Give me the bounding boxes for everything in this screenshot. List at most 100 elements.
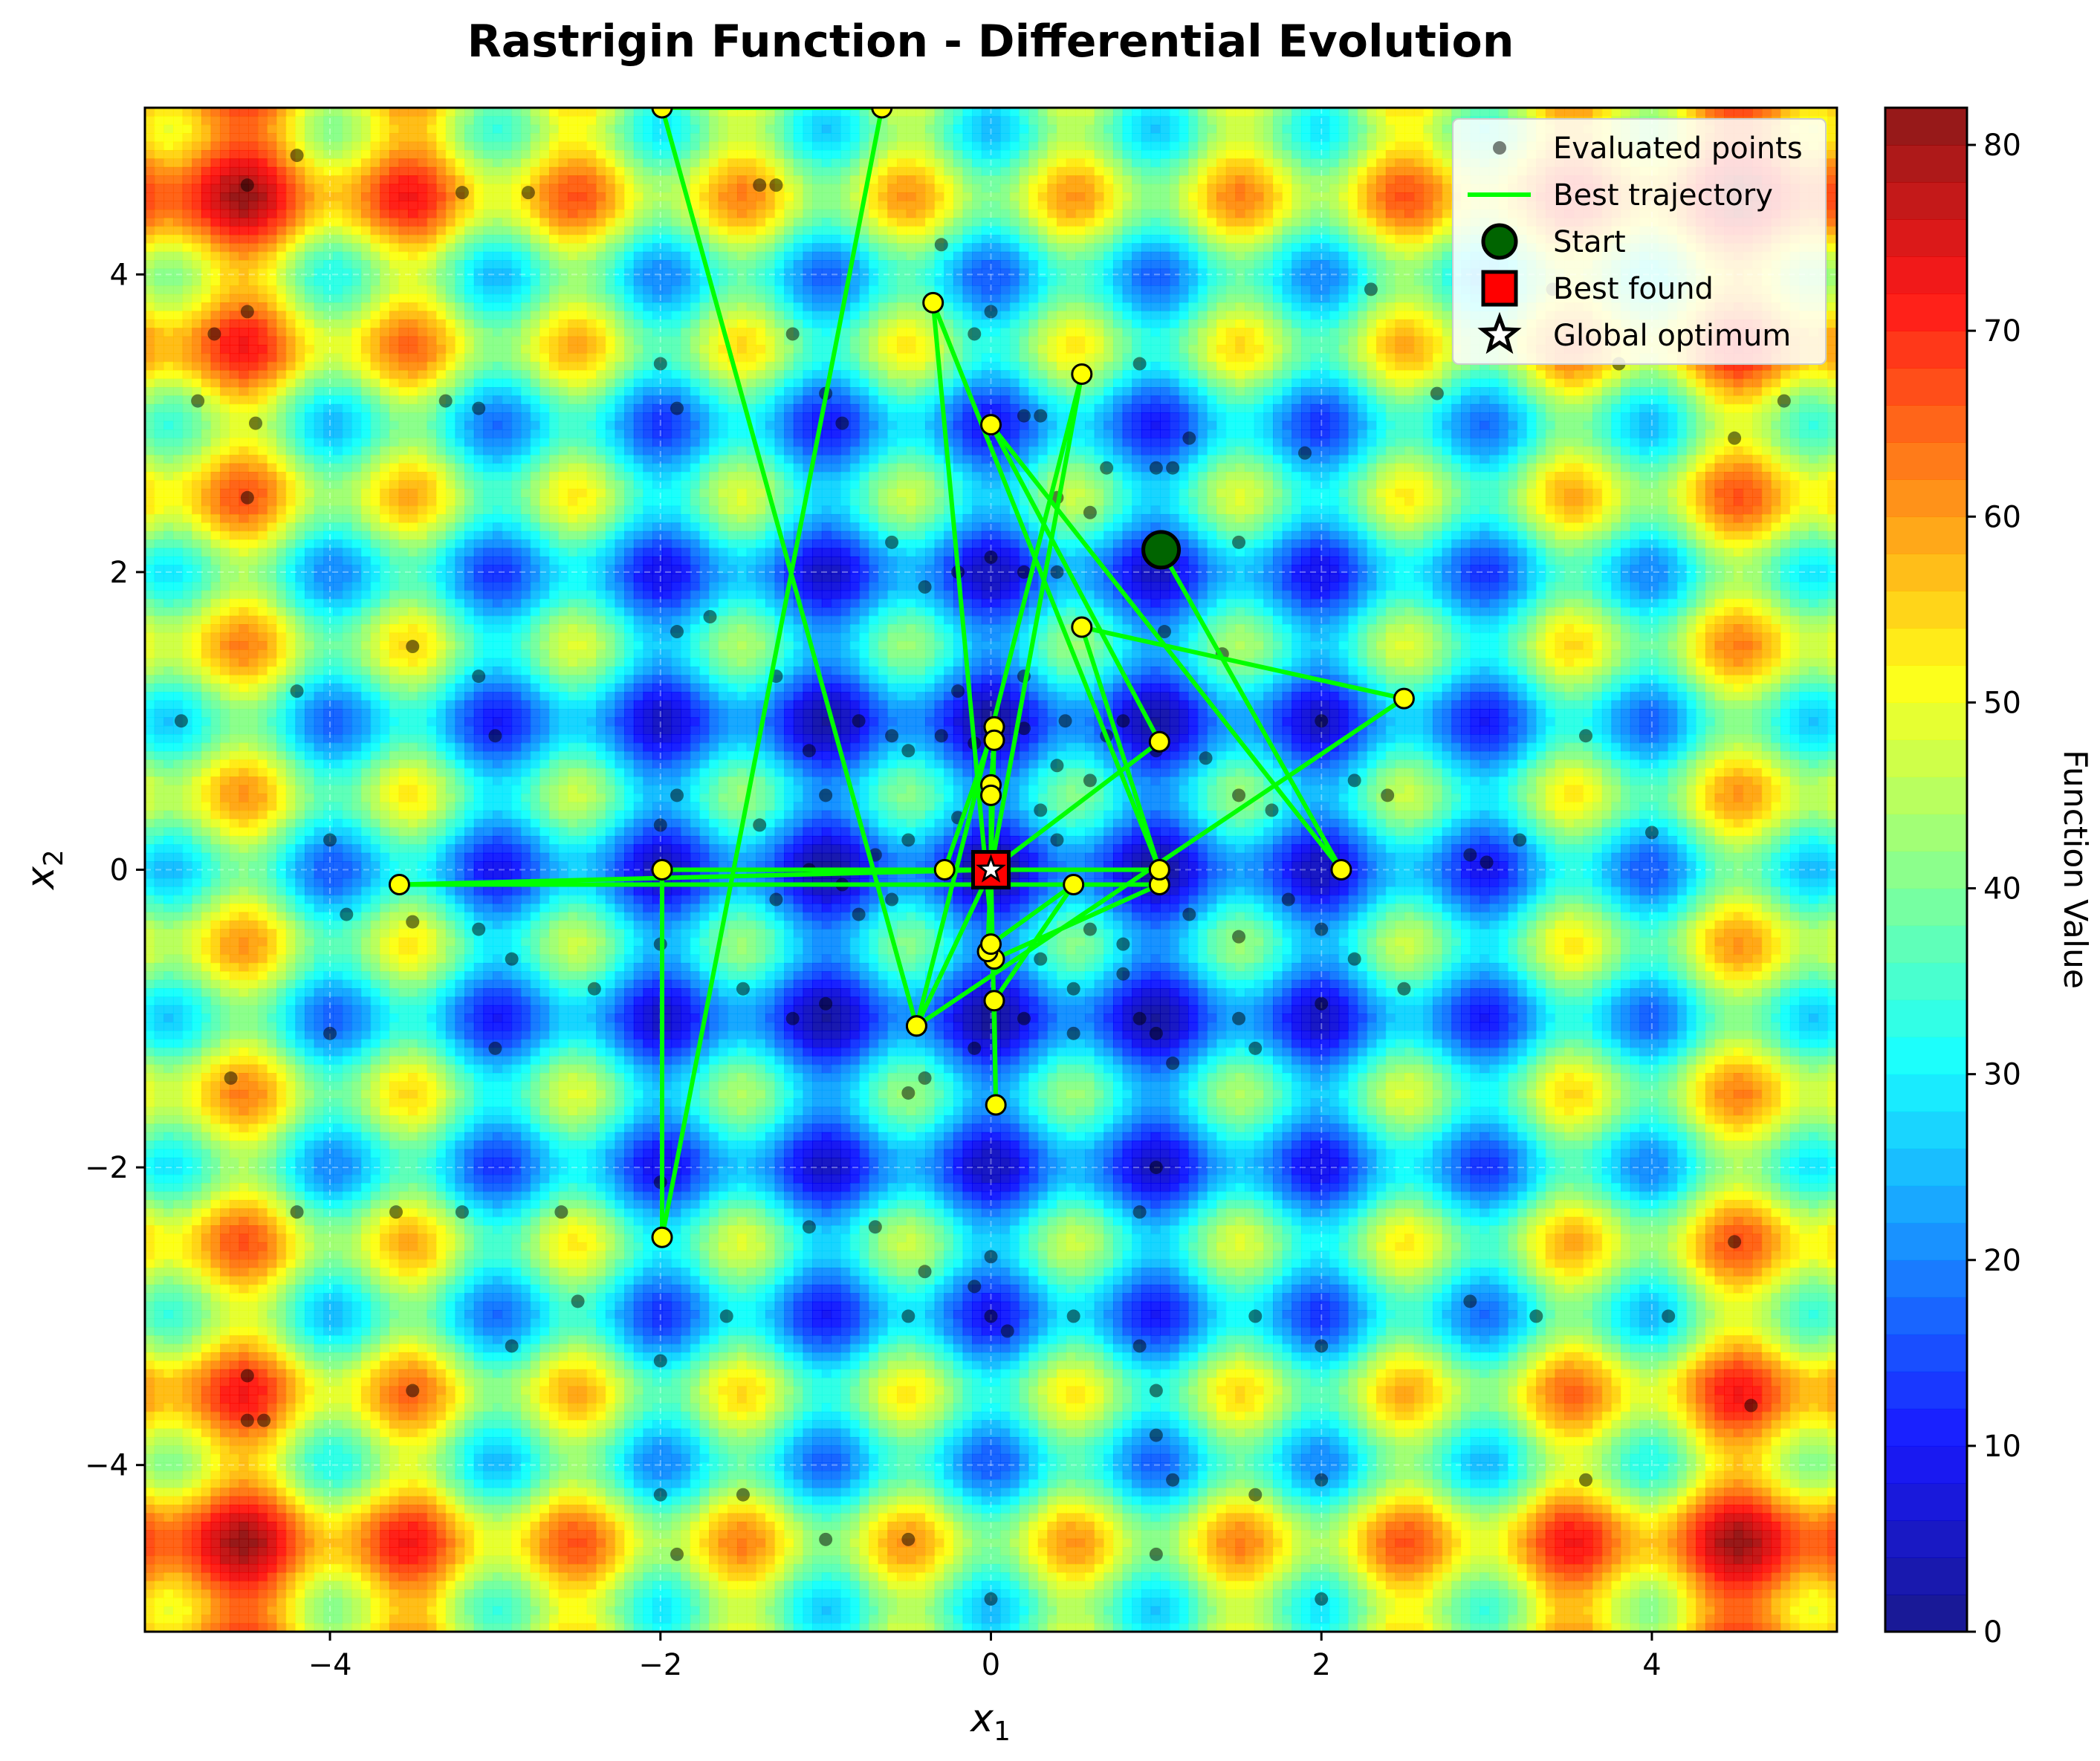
heatmap-cell [380,937,390,947]
heatmap-cell [182,251,193,261]
heatmap-cell [163,1453,174,1463]
heatmap-cell [248,1470,259,1480]
heatmap-cell [342,802,353,811]
heatmap-cell [295,1572,305,1582]
heatmap-cell [314,1555,325,1565]
heatmap-cell [305,531,315,540]
heatmap-cell [323,539,334,549]
heatmap-cell [333,243,343,253]
heatmap-cell [380,1420,390,1430]
heatmap-cell [389,1572,400,1582]
heatmap-cell [342,979,353,989]
heatmap-cell [182,108,193,117]
heatmap-cell [257,1615,268,1624]
heatmap-cell [333,1369,343,1378]
heatmap-cell [351,1462,362,1472]
heatmap-cell [398,133,409,143]
heatmap-cell [295,133,305,143]
heatmap-cell [220,1005,230,1014]
heatmap-cell [323,243,334,253]
heatmap-cell [285,759,296,769]
heatmap-cell [182,979,193,989]
heatmap-cell [257,1106,268,1116]
heatmap-cell [398,243,409,253]
heatmap-cell [295,946,305,956]
heatmap-cell [163,1242,174,1252]
heatmap-cell [163,1251,174,1260]
heatmap-cell [201,133,212,143]
heatmap-cell [285,1505,296,1514]
heatmap-cell [182,522,193,532]
heatmap-cell [172,234,184,244]
heatmap-cell [248,835,259,846]
heatmap-cell [333,378,343,388]
heatmap-cell [145,1005,155,1014]
heatmap-cell [305,615,315,625]
heatmap-cell [305,201,315,210]
heatmap-cell [172,1589,184,1599]
heatmap-cell [239,929,249,938]
heatmap-cell [305,497,315,507]
heatmap-cell [351,768,362,777]
heatmap-cell [267,387,277,397]
heatmap-cell [370,149,381,160]
heatmap-cell [145,1394,155,1404]
heatmap-cell [342,1318,353,1328]
heatmap-cell [370,979,381,989]
heatmap-cell [220,1132,230,1141]
heatmap-cell [323,158,334,168]
heatmap-cell [220,302,230,312]
heatmap-cell [192,378,202,388]
heatmap-cell [389,607,400,617]
heatmap-cell [295,1123,305,1133]
heatmap-cell [163,1530,174,1540]
heatmap-cell [351,1589,362,1599]
heatmap-cell [314,1352,325,1362]
heatmap-cell [333,201,343,210]
heatmap-cell [182,387,193,397]
heatmap-cell [201,1445,212,1455]
heatmap-cell [295,463,305,473]
heatmap-cell [351,531,362,540]
heatmap-cell [360,582,372,591]
heatmap-cell [182,429,193,439]
heatmap-cell [201,141,212,151]
heatmap-cell [239,471,249,481]
heatmap-cell [333,1301,343,1311]
heatmap-cell [257,1123,268,1133]
heatmap-cell [351,166,362,176]
heatmap-cell [220,1014,230,1023]
heatmap-cell [163,1022,174,1031]
heatmap-cell [342,251,353,261]
heatmap-cell [248,776,259,786]
heatmap-cell [305,819,315,828]
heatmap-cell [351,785,362,794]
heatmap-cell [182,1488,193,1497]
heatmap-cell [285,1606,296,1616]
heatmap-cell [163,1615,174,1624]
heatmap-cell [314,1496,325,1505]
heatmap-cell [380,742,390,752]
heatmap-cell [323,446,334,455]
heatmap-cell [220,488,230,498]
heatmap-cell [305,1284,315,1294]
heatmap-cell [380,692,390,701]
heatmap-cell [380,226,390,236]
heatmap-cell [210,108,221,117]
heatmap-cell [210,1420,221,1430]
heatmap-cell [267,1361,277,1370]
heatmap-cell [389,488,400,498]
heatmap-cell [192,1047,202,1057]
heatmap-cell [323,700,334,710]
heatmap-cell [201,497,212,507]
heatmap-cell [285,971,296,981]
heatmap-cell [239,1513,249,1522]
heatmap-cell [323,1606,334,1616]
heatmap-cell [360,675,372,684]
heatmap-cell [342,184,353,193]
heatmap-cell [314,844,325,854]
heatmap-cell [163,844,174,854]
heatmap-cell [333,1445,343,1455]
heatmap-cell [370,1555,381,1565]
heatmap-cell [267,904,277,913]
